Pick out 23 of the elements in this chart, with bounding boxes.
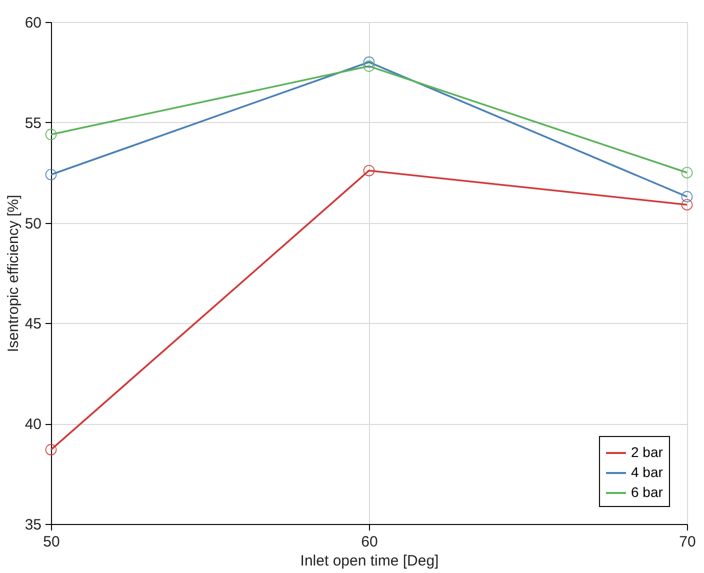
point — [363, 164, 375, 176]
point — [363, 60, 375, 72]
x-axis-title: Inlet open time [Deg] — [300, 552, 439, 570]
x-tick-label: 60 — [361, 534, 378, 550]
point — [45, 168, 57, 180]
y-tick-label: 55 — [24, 114, 42, 132]
legend-label: 6 bar — [631, 484, 664, 500]
y-tick-label: 50 — [24, 215, 42, 232]
y-tick-label: 35 — [24, 516, 42, 534]
y-tick-label: 40 — [24, 416, 42, 434]
point — [681, 166, 693, 178]
point — [45, 444, 57, 456]
y-axis-title: Isentropic efficiency [%] — [4, 194, 22, 352]
y-tick-label: 60 — [24, 14, 42, 32]
x-tick-label: 50 — [43, 534, 60, 550]
x-tick-label: 70 — [679, 534, 696, 550]
point — [363, 56, 375, 68]
legend-label: 2 bar — [631, 444, 664, 460]
point — [681, 199, 693, 210]
point — [45, 128, 57, 140]
y-tick-label: 45 — [24, 316, 42, 333]
point — [681, 191, 693, 202]
legend-label: 4 bar — [631, 464, 664, 480]
